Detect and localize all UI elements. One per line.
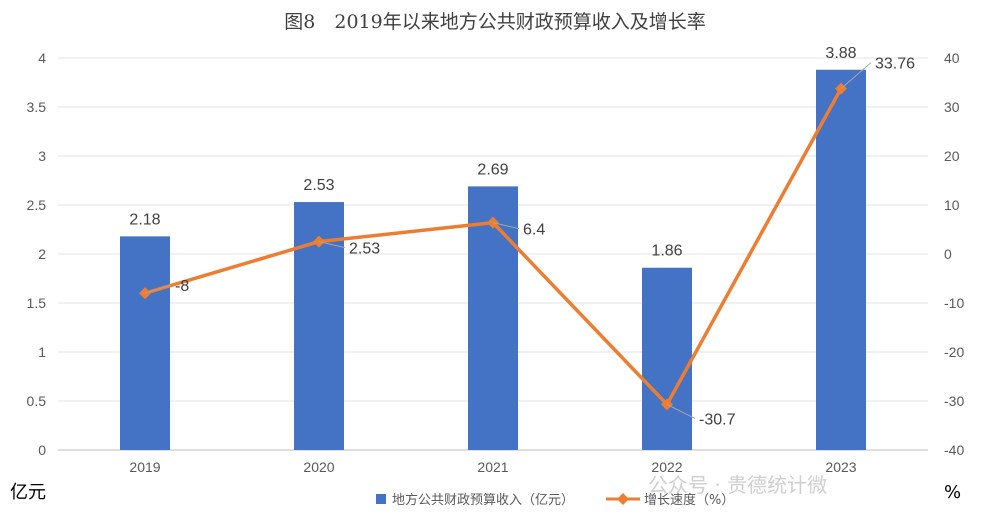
x-axis-ticks: 2019 2020 2021 2022 2023 bbox=[129, 459, 856, 475]
data-label-leader bbox=[318, 241, 346, 249]
watermark: 公众号 · 贵德统计微 bbox=[648, 473, 827, 497]
legend-bar-label: 地方公共财政预算收入（亿元） bbox=[392, 492, 574, 508]
left-tick-label: 0.5 bbox=[27, 393, 47, 409]
right-tick-label: -30 bbox=[944, 393, 964, 409]
right-tick-label: 30 bbox=[944, 99, 960, 115]
bar-data-label: 2.69 bbox=[477, 161, 508, 178]
left-tick-label: 0 bbox=[38, 442, 46, 458]
bar-data-label: 2.53 bbox=[303, 177, 334, 194]
line-data-label: 6.4 bbox=[523, 222, 545, 239]
bar-series bbox=[120, 69, 866, 450]
x-tick-label: 2021 bbox=[477, 459, 508, 475]
left-axis-unit: 亿元 bbox=[10, 482, 46, 503]
legend-bar-swatch bbox=[376, 494, 386, 504]
right-tick-label: 40 bbox=[944, 50, 960, 66]
left-axis-ticks: 0 0.5 1 1.5 2 2.5 3 3.5 4 bbox=[27, 50, 47, 458]
left-tick-label: 4 bbox=[38, 50, 46, 66]
line-data-label: 33.76 bbox=[875, 56, 915, 73]
chart-title: 图8 2019年以来地方公共财政预算收入及增长率 bbox=[284, 11, 705, 33]
legend-line-marker bbox=[617, 493, 629, 505]
left-tick-label: 1.5 bbox=[27, 295, 47, 311]
data-label-leader bbox=[492, 222, 520, 230]
x-tick-label: 2023 bbox=[825, 459, 856, 475]
bar-data-label: 2.18 bbox=[129, 211, 160, 228]
x-tick-label: 2020 bbox=[303, 459, 334, 475]
data-label-leader bbox=[840, 62, 872, 89]
right-tick-label: 10 bbox=[944, 197, 960, 213]
right-tick-label: -40 bbox=[944, 442, 964, 458]
right-tick-label: 20 bbox=[944, 148, 960, 164]
left-tick-label: 1 bbox=[38, 344, 46, 360]
bar bbox=[468, 186, 518, 450]
data-label-leader bbox=[144, 284, 172, 294]
right-axis-unit: % bbox=[944, 482, 961, 503]
right-tick-label: -20 bbox=[944, 344, 964, 360]
legend-line-label: 增长速度（%） bbox=[644, 492, 734, 508]
bar bbox=[120, 236, 170, 450]
right-tick-label: -10 bbox=[944, 295, 964, 311]
line-data-label: 2.53 bbox=[349, 241, 380, 258]
x-tick-label: 2022 bbox=[651, 459, 682, 475]
left-tick-label: 3.5 bbox=[27, 99, 47, 115]
right-tick-label: 0 bbox=[944, 246, 952, 262]
x-tick-label: 2019 bbox=[129, 459, 160, 475]
line-data-labels: -8 2.53 6.4 -30.7 33.76 bbox=[144, 56, 915, 428]
bar-data-label: 3.88 bbox=[825, 45, 856, 62]
left-tick-label: 3 bbox=[38, 148, 46, 164]
right-axis-ticks: -40 -30 -20 -10 0 10 20 30 40 bbox=[944, 50, 964, 458]
bar-data-labels: 2.18 2.53 2.69 1.86 3.88 bbox=[129, 45, 856, 260]
bar-data-label: 1.86 bbox=[651, 243, 682, 260]
bar bbox=[816, 69, 866, 450]
data-label-leader bbox=[666, 403, 696, 419]
line-data-label: -8 bbox=[175, 278, 189, 295]
left-tick-label: 2 bbox=[38, 246, 46, 262]
line-data-label: -30.7 bbox=[699, 411, 736, 428]
left-tick-label: 2.5 bbox=[27, 197, 47, 213]
bar bbox=[642, 267, 692, 450]
legend: 地方公共财政预算收入（亿元） 增长速度（%） bbox=[376, 492, 734, 508]
